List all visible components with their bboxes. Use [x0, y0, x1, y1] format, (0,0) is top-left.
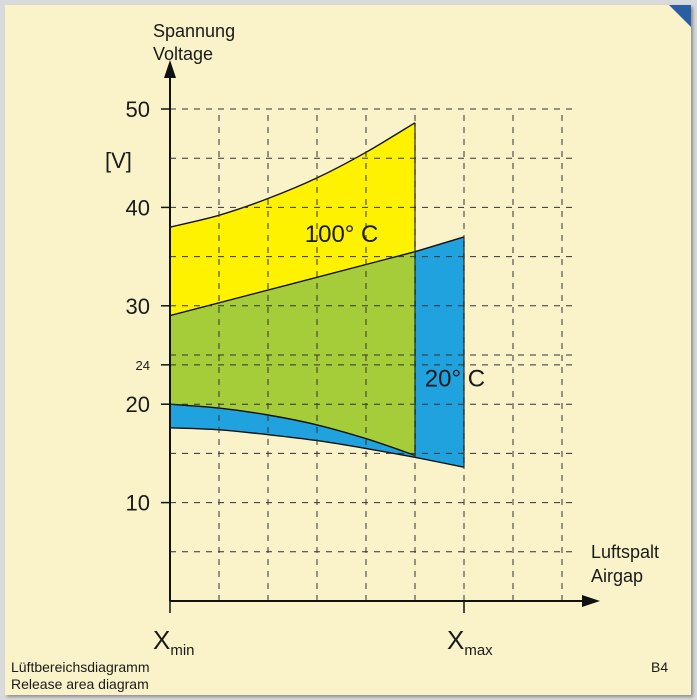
caption-line1: Lüftbereichsdiagramm [11, 659, 150, 675]
y-tick-label-50: 50 [126, 97, 150, 122]
y-tick-label-40: 40 [126, 195, 150, 220]
y-axis-label-line2: Voltage [153, 44, 213, 64]
y-tick-label-20: 20 [126, 392, 150, 417]
boundary-curve-3 [169, 427, 416, 458]
x-axis-label-line1: Luftspalt [591, 542, 659, 562]
chart-axes [161, 60, 600, 613]
x-tick-subscript-max: max [464, 642, 493, 659]
boundary-curve-0 [169, 122, 416, 228]
boundary-curve-2 [169, 403, 416, 457]
x-tick-subscript-min: min [170, 642, 194, 659]
boundary-curve-4 [414, 236, 465, 253]
x-axis-label-line2: Airgap [591, 566, 643, 586]
y-axis-arrow [164, 60, 176, 78]
chart-regions [169, 122, 465, 468]
y-tick-label-30: 30 [126, 294, 150, 319]
y-axis-unit: [V] [105, 148, 132, 173]
caption-line2: Release area diagram [11, 676, 149, 692]
x-tick-label-max: Xmax [447, 625, 493, 659]
y-tick-label-10: 10 [126, 491, 150, 516]
region-3 [415, 236, 464, 468]
corner-tab [669, 5, 691, 27]
y-axis-label-line1: Spannung [153, 21, 235, 41]
chart-tick-labels: 10 20 24 30 40 50 Xmin Xmax [126, 97, 494, 659]
figure-code: B4 [651, 659, 669, 675]
region-2 [170, 404, 415, 458]
x-tick-label-min: Xmin [153, 625, 195, 659]
x-axis-arrow [582, 595, 600, 607]
region-label-0: 100° C [305, 221, 379, 248]
boundary-curve-5 [414, 456, 465, 468]
chart-grid [170, 108, 577, 601]
y-tick-label-24: 24 [136, 358, 150, 373]
boundary-curve-1 [169, 251, 416, 317]
region-label-1: 20° C [425, 365, 485, 392]
